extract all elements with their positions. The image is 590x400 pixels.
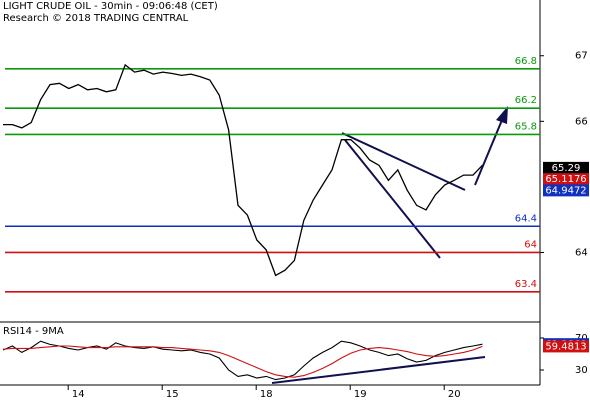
- x-tick-label: 15: [166, 389, 179, 400]
- price-tag-label: 59.4813: [545, 341, 586, 352]
- arrow-head: [496, 106, 508, 124]
- level-label: 63.4: [515, 279, 537, 290]
- rsi-title: RSI14 - 9MA: [3, 326, 64, 337]
- price-tag-label: 64.9472: [545, 185, 586, 196]
- x-tick-label: 14: [72, 389, 85, 400]
- x-tick-label: 20: [448, 389, 461, 400]
- rsi-trend-line: [271, 356, 486, 384]
- level-label: 66.8: [515, 56, 537, 67]
- price-tag: [543, 173, 589, 186]
- price-tag-label: 65.1176: [545, 174, 586, 185]
- chart-subtitle: Research © 2018 TRADING CENTRAL: [3, 13, 189, 24]
- price-tag: [543, 184, 589, 197]
- price-tag: [543, 340, 589, 353]
- level-label: 64.4: [515, 213, 537, 224]
- x-tick-label: 18: [260, 389, 273, 400]
- price-tag: [543, 161, 589, 174]
- level-label: 66.2: [515, 95, 537, 106]
- price-line: [2, 345, 483, 378]
- price-line: [2, 340, 483, 381]
- arrow: [474, 119, 503, 186]
- price-tag-label: 65.29: [552, 163, 581, 174]
- y-tick-label: 30: [575, 365, 588, 376]
- level-label: 64: [524, 239, 537, 250]
- y-tick-label: 67: [575, 51, 588, 62]
- x-tick-label: 19: [354, 389, 367, 400]
- trend-line: [341, 132, 466, 191]
- chart-title: LIGHT CRUDE OIL - 30min - 09:06:48 (CET): [3, 1, 218, 12]
- y-tick-label: 64: [575, 247, 588, 258]
- price-line: [3, 63, 483, 277]
- trend-line: [344, 139, 441, 259]
- level-label: 65.8: [515, 121, 537, 132]
- y-tick-label: 66: [575, 116, 588, 127]
